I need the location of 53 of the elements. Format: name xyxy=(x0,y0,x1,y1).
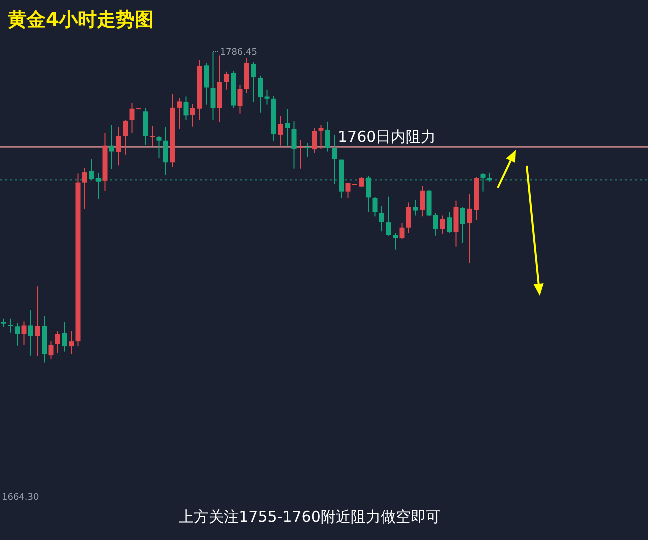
candlestick xyxy=(298,140,304,170)
candlestick xyxy=(460,206,466,244)
candlestick xyxy=(116,126,122,166)
candlestick xyxy=(210,52,216,121)
candlestick xyxy=(393,232,398,250)
candlestick xyxy=(123,120,128,156)
candlestick xyxy=(48,341,54,360)
candlestick xyxy=(224,71,230,90)
candlestick xyxy=(400,223,405,240)
candlestick xyxy=(447,212,452,234)
candlestick xyxy=(420,186,425,218)
candlestick xyxy=(15,322,20,346)
candlestick xyxy=(164,126,168,176)
candlestick xyxy=(110,124,114,170)
candlestick xyxy=(238,84,243,114)
candlestick xyxy=(372,196,378,218)
annotation: 1786.45 xyxy=(220,48,258,58)
candlestick xyxy=(150,126,155,147)
candlestick xyxy=(292,121,297,170)
candlestick xyxy=(413,200,418,216)
chart-title: 黄金4小时走势图 xyxy=(7,9,154,31)
candlestick xyxy=(22,321,27,346)
candlestick xyxy=(204,62,209,106)
candlestick xyxy=(251,62,256,103)
candlestick xyxy=(8,318,14,334)
candlestick xyxy=(264,89,270,106)
candlestick xyxy=(406,202,412,234)
candlestick xyxy=(326,121,330,152)
candlestick xyxy=(28,310,34,356)
candlestick xyxy=(184,96,189,121)
candlestick xyxy=(177,97,182,130)
candlestick xyxy=(278,116,284,146)
candlestick xyxy=(305,142,310,158)
ref-line-label: 1760日内阻力 xyxy=(338,128,436,146)
text: 上方关注1755-1760附近阻力做空即可 xyxy=(179,508,441,526)
candlestick xyxy=(69,330,74,354)
candlestick xyxy=(332,134,338,185)
candlestick xyxy=(480,172,486,192)
candlestick xyxy=(366,175,371,213)
candlestick xyxy=(380,206,384,232)
candlestick xyxy=(440,215,446,235)
candlestick xyxy=(312,128,317,154)
candlestick xyxy=(56,330,60,354)
candlestick xyxy=(318,124,324,150)
candlestick xyxy=(82,168,88,210)
candlestick xyxy=(156,136,162,160)
candlestick xyxy=(190,104,196,128)
candlestick xyxy=(285,108,290,146)
candlestick xyxy=(258,75,263,114)
candlestick xyxy=(35,286,40,357)
text: 1664.30 xyxy=(2,493,40,503)
candlestick xyxy=(62,322,68,352)
candlestick xyxy=(386,196,392,236)
